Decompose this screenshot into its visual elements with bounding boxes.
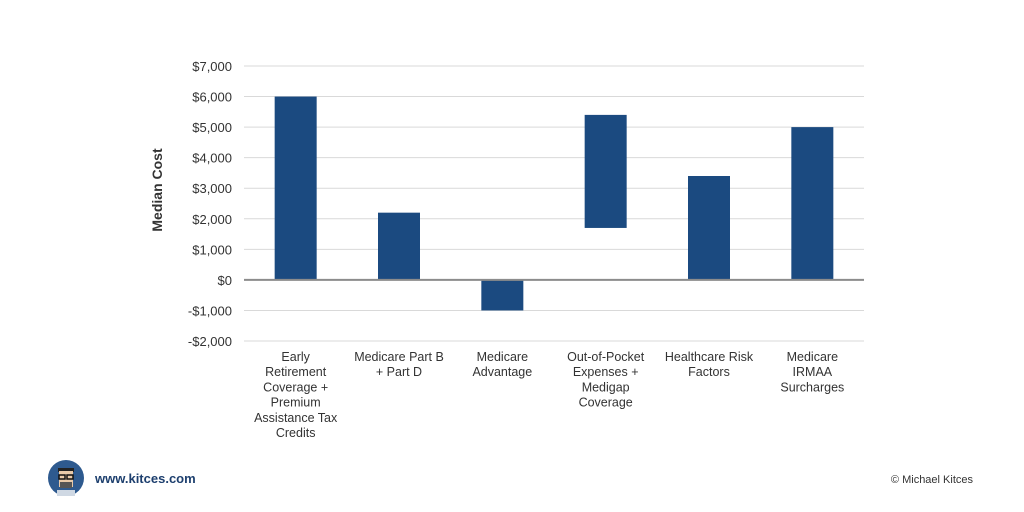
y-tick-label: $5,000 xyxy=(192,120,232,135)
category-label-line: Factors xyxy=(688,365,730,379)
gridlines xyxy=(244,65,864,342)
category-label-line: Coverage + xyxy=(263,380,328,394)
category-label-line: Out-of-Pocket xyxy=(567,350,645,364)
y-tick-label: $6,000 xyxy=(192,90,232,105)
category-label-line: Medicare xyxy=(787,350,838,364)
bar xyxy=(274,96,317,280)
y-tick-label: $2,000 xyxy=(192,212,232,227)
category-label-line: Retirement xyxy=(265,365,327,379)
category-label-line: Expenses + xyxy=(573,365,639,379)
bar xyxy=(791,127,834,280)
category-label: Healthcare Risk Factors xyxy=(665,350,754,379)
y-tick-label: $7,000 xyxy=(192,59,232,74)
category-label-line: Advantage xyxy=(472,365,532,379)
category-label-line: Healthcare Risk xyxy=(665,350,754,364)
y-tick-label: -$2,000 xyxy=(188,334,232,349)
category-label-line: + Part D xyxy=(376,365,422,379)
category-label-line: Coverage xyxy=(579,396,633,410)
y-tick-label: $3,000 xyxy=(192,181,232,196)
bar xyxy=(584,114,627,228)
category-label-line: Medicare Part B xyxy=(354,350,444,364)
footer-url[interactable]: www.kitces.com xyxy=(95,471,196,486)
bar xyxy=(481,279,524,311)
category-labels: Early Retirement Coverage + Premium Assistan… xyxy=(254,350,844,440)
bar xyxy=(378,212,420,280)
category-label: Medicare Advantage xyxy=(472,350,532,379)
category-label: Early Retirement Coverage + Premium Assistan… xyxy=(254,350,338,440)
y-tick-label: $4,000 xyxy=(192,151,232,166)
category-label-line: Assistance Tax xyxy=(254,411,338,425)
category-label-line: IRMAA xyxy=(793,365,833,379)
category-label: Medicare Part B + Part D xyxy=(354,350,444,379)
category-label-line: Credits xyxy=(276,426,316,440)
avatar-icon xyxy=(48,460,84,496)
category-label-line: Medicare xyxy=(477,350,528,364)
y-tick-label: $0 xyxy=(218,273,232,288)
category-label-line: Medigap xyxy=(582,380,630,394)
y-axis-title: Median Cost xyxy=(149,148,165,232)
category-label-line: Surcharges xyxy=(780,380,844,394)
category-label: Medicare IRMAA Surcharges xyxy=(780,350,844,394)
category-label: Out-of-Pocket Expenses + Medigap Coverage xyxy=(567,350,645,410)
y-tick-label: -$1,000 xyxy=(188,303,232,318)
category-label-line: Early xyxy=(281,350,310,364)
y-tick-labels: $7,000 $6,000 $5,000 $4,000 $3,000 $2,000 $1,0… xyxy=(188,59,232,349)
footer-copyright: © Michael Kitces xyxy=(890,474,973,486)
bar xyxy=(688,176,730,280)
y-tick-label: $1,000 xyxy=(192,242,232,257)
bars xyxy=(274,96,834,311)
category-label-line: Premium xyxy=(271,396,321,410)
